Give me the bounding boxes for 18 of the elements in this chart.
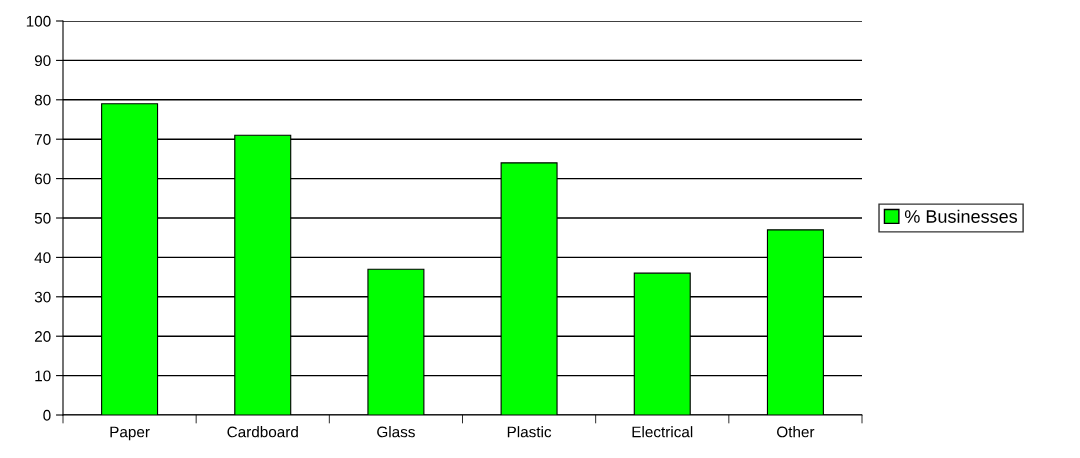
y-tick-label: 60 [34, 173, 51, 185]
x-tick-label: Electrical [632, 426, 693, 438]
y-tick-label: 50 [34, 212, 51, 224]
y-tick-label: 0 [43, 409, 51, 421]
x-tick-label: Other [777, 426, 815, 438]
x-tick-label: Plastic [507, 426, 552, 438]
y-tick-label: 90 [34, 55, 51, 67]
y-tick-label: 40 [34, 252, 51, 264]
y-tick-label: 80 [34, 94, 51, 106]
x-tick-label: Glass [377, 426, 415, 438]
x-tick-label: Paper [110, 426, 150, 441]
x-tick-label: Cardboard [227, 426, 298, 438]
legend-label: % Businesses [904, 209, 1018, 223]
y-tick-label: 30 [34, 291, 51, 303]
y-tick-label: 20 [34, 331, 51, 342]
y-tick-label: 10 [35, 370, 51, 382]
y-tick-label: 70 [34, 134, 51, 145]
y-tick-label: 100 [26, 15, 51, 27]
